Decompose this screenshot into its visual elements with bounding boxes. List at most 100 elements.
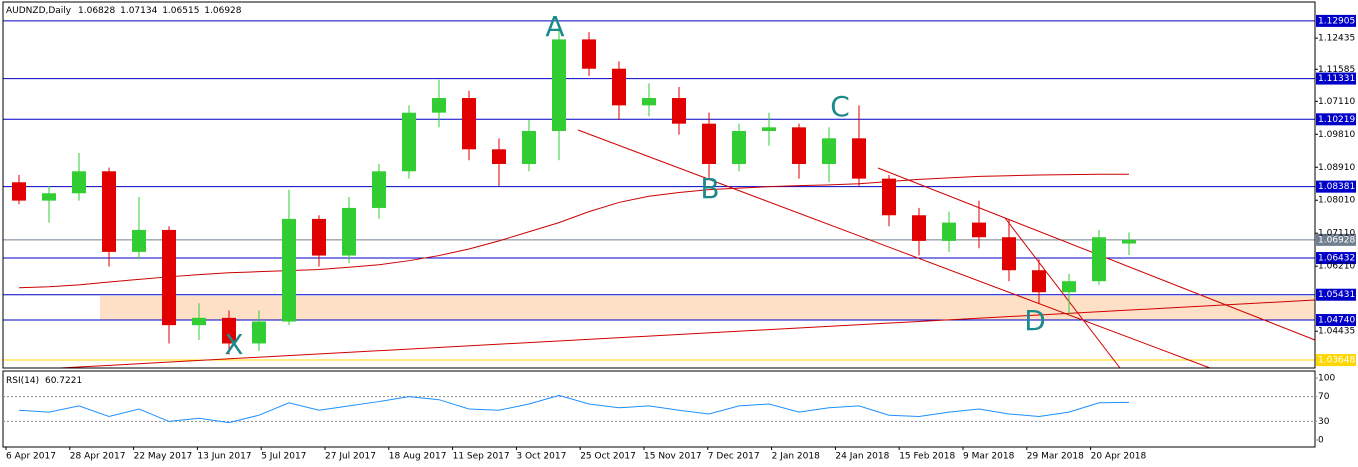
candle-body <box>1032 270 1046 293</box>
candle-body <box>942 222 956 241</box>
candle-body <box>1002 237 1016 271</box>
x-tick-label: 28 Apr 2017 <box>70 452 126 462</box>
level-label: 1.11331 <box>1318 74 1355 84</box>
candle-body <box>102 171 116 252</box>
level-label: 1.12905 <box>1318 16 1355 26</box>
candle-body <box>1122 239 1136 244</box>
price-frame <box>2 1 1316 369</box>
candle-body <box>702 123 716 164</box>
rsi-line <box>18 394 1130 424</box>
candle-body <box>72 171 86 194</box>
y-tick-label: 0 <box>1318 436 1324 446</box>
x-tick-label: 25 Oct 2017 <box>580 452 636 462</box>
trend-line <box>59 299 1316 369</box>
candle-body <box>162 229 176 326</box>
candle-body <box>132 229 146 252</box>
x-tick-label: 7 Dec 2017 <box>708 452 760 462</box>
candle-body <box>252 321 266 344</box>
candle-body <box>612 68 626 106</box>
candle-body <box>552 39 566 131</box>
candle-body <box>1092 237 1106 282</box>
close: 1.06928 <box>204 6 241 16</box>
candle-body <box>852 138 866 179</box>
candle-body <box>792 127 806 164</box>
y-tick-label: 1.04435 <box>1318 327 1355 337</box>
y-tick-label: 1.08910 <box>1318 163 1355 173</box>
candle-body <box>192 317 206 326</box>
candle-body <box>642 98 656 106</box>
x-tick-label: 2 Jan 2018 <box>772 452 820 462</box>
y-tick-label: 30 <box>1318 417 1330 427</box>
candle-body <box>762 127 776 131</box>
high: 1.07134 <box>120 6 157 16</box>
level-box <box>1316 180 1356 193</box>
x-tick-label: 22 May 2017 <box>134 452 193 462</box>
level-box <box>1316 252 1356 265</box>
rsi-header: RSI(14) 60.7221 <box>6 376 82 386</box>
trend-line <box>1004 217 1121 369</box>
level-label: 1.06432 <box>1318 254 1355 264</box>
trend-line <box>577 129 1211 369</box>
annotation: C <box>830 90 850 123</box>
candle-body <box>522 130 536 164</box>
y-tick-label: 1.12435 <box>1318 34 1355 44</box>
level-label: 1.04740 <box>1318 316 1355 326</box>
level-label: 1.05431 <box>1318 290 1355 300</box>
y-tick-label: 1.07110 <box>1318 97 1355 107</box>
y-tick-label: 1.11585 <box>1318 65 1355 75</box>
y-tick-label: 70 <box>1318 392 1330 402</box>
y-tick-label: 1.08010 <box>1318 196 1355 206</box>
level-box <box>1316 113 1356 126</box>
rsi-frame <box>2 370 1316 448</box>
candle-body <box>372 171 386 208</box>
level-label: 1.06928 <box>1318 235 1355 245</box>
candle-body <box>222 317 236 344</box>
candle-body <box>672 98 686 124</box>
candle-body <box>282 218 296 322</box>
candle-body <box>312 218 326 256</box>
candle-body <box>492 149 506 164</box>
x-tick-label: 18 Aug 2017 <box>389 452 447 462</box>
rsi-value: 60.7221 <box>45 376 82 386</box>
annotation: B <box>700 172 719 205</box>
candle-body <box>822 138 836 164</box>
candle-body <box>912 215 926 241</box>
rsi-title: RSI(14) <box>6 376 39 386</box>
level-label: 1.08381 <box>1318 182 1355 192</box>
level-label: 1.03648 <box>1318 356 1355 366</box>
level-box <box>1316 14 1356 27</box>
zone <box>100 296 1315 320</box>
candle-body <box>42 193 56 201</box>
symbol: AUDNZD,Daily <box>6 6 72 16</box>
candle-body <box>402 112 416 172</box>
candle-body <box>732 130 746 164</box>
level-box <box>1316 354 1356 367</box>
annotation: D <box>1024 304 1046 337</box>
level-box <box>1316 72 1356 85</box>
candle-body <box>342 207 356 256</box>
y-tick-label: 100 <box>1318 374 1335 384</box>
x-tick-label: 24 Jan 2018 <box>835 452 889 462</box>
low: 1.06515 <box>162 6 199 16</box>
x-tick-label: 20 Apr 2018 <box>1091 452 1147 462</box>
x-tick-label: 9 Mar 2018 <box>963 452 1015 462</box>
moving-average <box>18 173 1129 289</box>
open: 1.06828 <box>78 6 115 16</box>
x-tick-label: 29 Mar 2018 <box>1027 452 1084 462</box>
y-tick-label: 1.09810 <box>1318 130 1355 140</box>
x-tick-label: 3 Oct 2017 <box>516 452 566 462</box>
y-tick-label: 1.06210 <box>1318 262 1355 272</box>
candle-body <box>12 182 26 201</box>
x-tick-label: 11 Sep 2017 <box>453 452 510 462</box>
candle-body <box>582 39 596 69</box>
level-box <box>1316 233 1356 246</box>
x-tick-label: 13 Jun 2017 <box>197 452 251 462</box>
x-tick-label: 5 Jul 2017 <box>261 452 306 462</box>
annotation: A <box>545 10 564 43</box>
level-label: 1.10219 <box>1318 115 1355 125</box>
candle-body <box>432 98 446 113</box>
level-box <box>1316 314 1356 327</box>
x-tick-label: 15 Nov 2017 <box>644 452 702 462</box>
